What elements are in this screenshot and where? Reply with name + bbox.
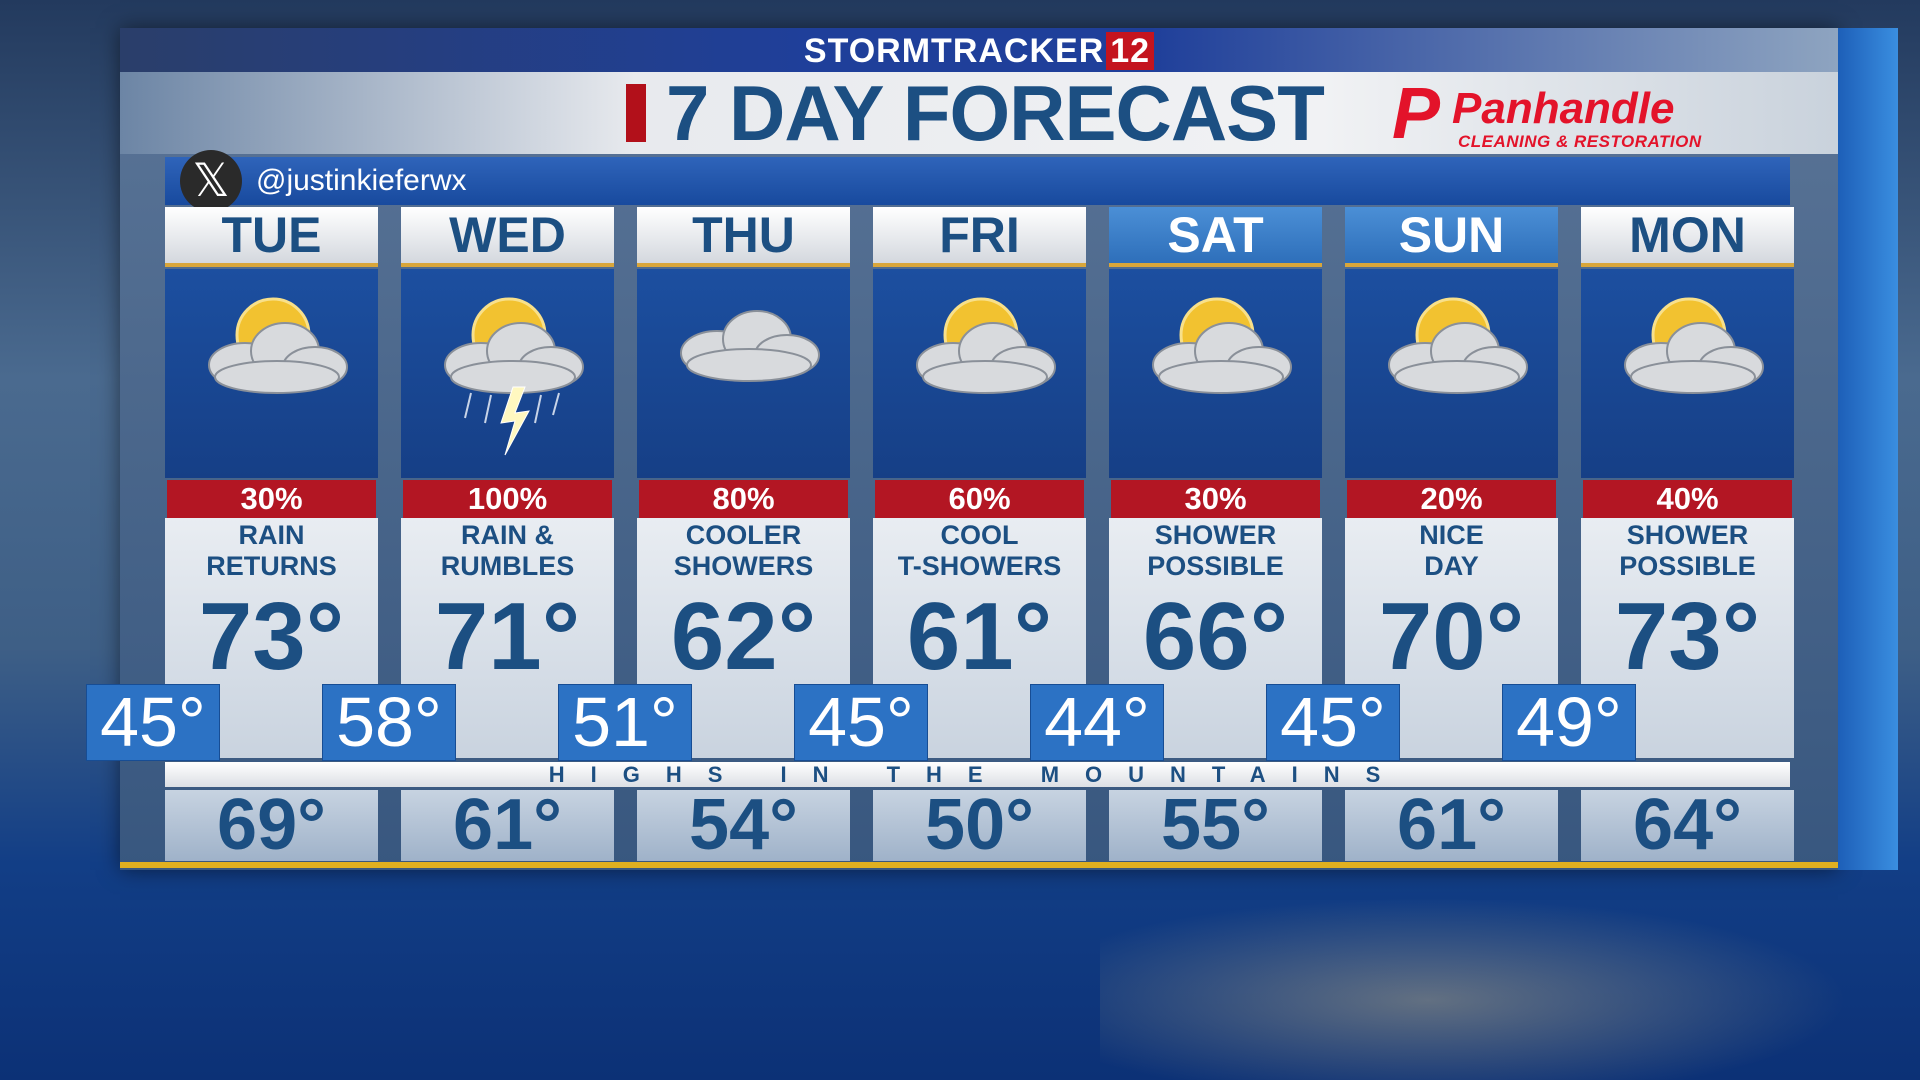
condition-text: RAIN & RUMBLES — [440, 520, 575, 581]
high-temp: 71° — [434, 583, 581, 690]
mountain-high-temp: 64° — [1581, 789, 1794, 861]
partly-cloudy-icon — [208, 297, 348, 394]
day-column-mon: MON 40% SHOWER POSSIBLE 73° — [1581, 207, 1794, 863]
precip-chance: 20% — [1347, 480, 1556, 518]
day-name: MON — [1581, 207, 1794, 267]
day-column-tue: TUE 30% RAIN RETURNS 73° — [165, 207, 378, 863]
condition-text: SHOWER POSSIBLE — [1147, 520, 1284, 581]
weather-icon-area — [873, 269, 1086, 478]
condition-text: COOL T-SHOWERS — [897, 520, 1062, 581]
high-temp: 61° — [906, 583, 1053, 690]
low-temp: 58° — [322, 684, 456, 761]
condition-text: RAIN RETURNS — [206, 520, 337, 581]
mountain-high-temp: 69° — [165, 789, 378, 861]
precip-chance: 30% — [167, 480, 376, 518]
precip-chance: 40% — [1583, 480, 1792, 518]
partly-cloudy-icon — [1388, 297, 1528, 394]
condition-text: NICE DAY — [1419, 520, 1484, 581]
divider — [120, 862, 1838, 868]
day-name: WED — [401, 207, 614, 267]
condition-text: COOLER SHOWERS — [673, 520, 814, 581]
weather-icon-area — [1109, 269, 1322, 478]
social-handle: @justinkieferwx — [256, 164, 467, 197]
mountains-label: HIGHS IN THE MOUNTAINS — [165, 762, 1790, 787]
precip-chance: 60% — [875, 480, 1084, 518]
mountain-high-temp: 50° — [873, 789, 1086, 861]
partly-cloudy-icon — [1152, 297, 1292, 394]
low-temp: 45° — [1266, 684, 1400, 761]
precip-chance: 100% — [403, 480, 612, 518]
day-name: SUN — [1345, 207, 1558, 267]
cloudy-icon — [680, 310, 820, 382]
sponsor-logo: P Panhandle CLEANING & RESTORATION — [1392, 74, 1702, 154]
social-bar — [165, 157, 1790, 205]
brand-bar: STORMTRACKER 12 — [120, 28, 1838, 72]
low-temp: 44° — [1030, 684, 1164, 761]
day-name: SAT — [1109, 207, 1322, 267]
partly-cloudy-icon — [1624, 297, 1764, 394]
precip-chance: 30% — [1111, 480, 1320, 518]
page-title: 7 DAY FORECAST — [666, 69, 1325, 157]
high-temp: 62° — [670, 583, 817, 690]
mountain-high-temp: 54° — [637, 789, 850, 861]
mountain-high-temp: 61° — [401, 789, 614, 861]
title-band — [120, 72, 1838, 154]
day-name: FRI — [873, 207, 1086, 267]
day-column-sat: SAT 30% SHOWER POSSIBLE 66° — [1109, 207, 1322, 863]
day-name: THU — [637, 207, 850, 267]
partly-cloudy-icon — [916, 297, 1056, 394]
low-temp: 45° — [86, 684, 220, 761]
mountain-high-temp: 61° — [1345, 789, 1558, 861]
background-glow — [1100, 880, 1920, 1080]
weather-icon-area — [1581, 269, 1794, 478]
stormtracker-logo: STORMTRACKER 12 — [120, 32, 1838, 71]
weather-icon-area — [165, 269, 378, 478]
thunderstorm-icon — [444, 297, 584, 456]
high-temp: 70° — [1378, 583, 1525, 690]
low-temp: 51° — [558, 684, 692, 761]
mountain-high-temp: 55° — [1109, 789, 1322, 861]
high-temp: 73° — [1614, 583, 1761, 690]
x-logo-icon: 𝕏 — [180, 150, 242, 212]
panel-edge — [1838, 28, 1898, 870]
title-accent — [626, 84, 646, 142]
high-temp: 73° — [198, 583, 345, 690]
high-temp: 66° — [1142, 583, 1289, 690]
day-column-fri: FRI 60% COOL T-SHOWERS 61° — [873, 207, 1086, 863]
precip-chance: 80% — [639, 480, 848, 518]
weather-icon-area — [401, 269, 614, 478]
low-temp: 49° — [1502, 684, 1636, 761]
condition-text: SHOWER POSSIBLE — [1619, 520, 1756, 581]
weather-icon-area — [1345, 269, 1558, 478]
day-name: TUE — [165, 207, 378, 267]
weather-icon-area — [637, 269, 850, 478]
low-temp: 45° — [794, 684, 928, 761]
